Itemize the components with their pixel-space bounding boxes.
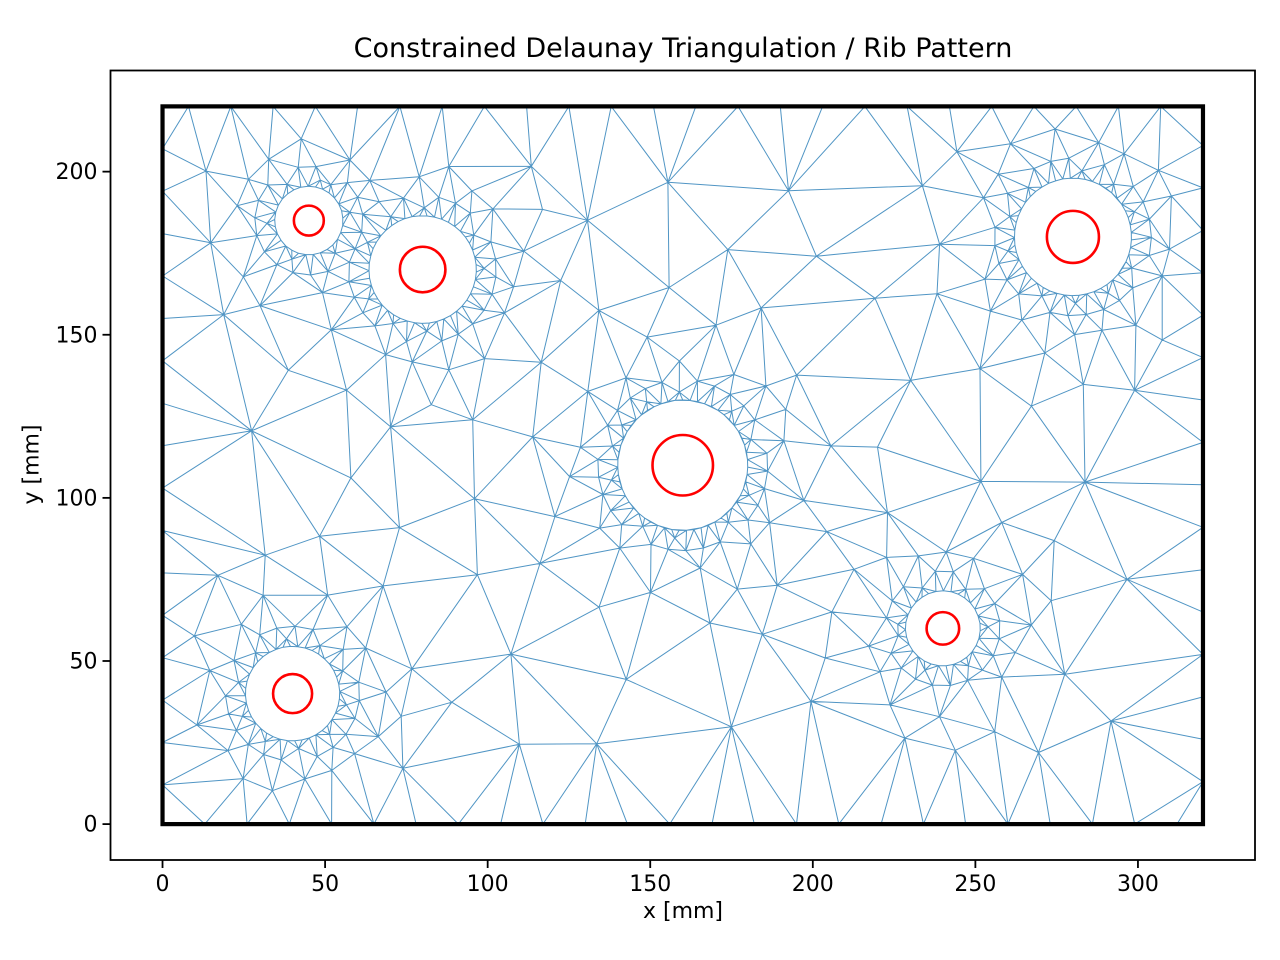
- x-tick-label: 300: [1117, 872, 1159, 897]
- x-tick-label: 100: [467, 872, 509, 897]
- rib-circle-0: [292, 204, 326, 237]
- x-tick-label: 150: [629, 872, 671, 897]
- rib-circle-1: [398, 245, 447, 294]
- y-tick-label: 50: [70, 649, 98, 674]
- x-tick-label: 200: [792, 872, 834, 897]
- x-tick-label: 250: [954, 872, 996, 897]
- rib-circle-4: [925, 610, 961, 646]
- x-tick-label: 0: [156, 872, 170, 897]
- y-tick-label: 150: [56, 323, 98, 348]
- rib-circle-3: [1045, 209, 1101, 265]
- y-tick-label: 0: [84, 813, 98, 838]
- domain-boundary-rect: [160, 104, 1206, 827]
- y-axis-label: y [mm]: [19, 424, 45, 505]
- y-tick-label: 200: [56, 160, 98, 185]
- y-tick-label: 100: [56, 486, 98, 511]
- rib-circle-5: [271, 672, 314, 715]
- x-tick-label: 50: [311, 872, 339, 897]
- x-axis-label: x [mm]: [642, 899, 724, 924]
- rib-circle-2: [651, 433, 715, 497]
- chart-title: Constrained Delaunay Triangulation / Rib…: [353, 33, 1013, 64]
- axes-spines: [109, 69, 1256, 861]
